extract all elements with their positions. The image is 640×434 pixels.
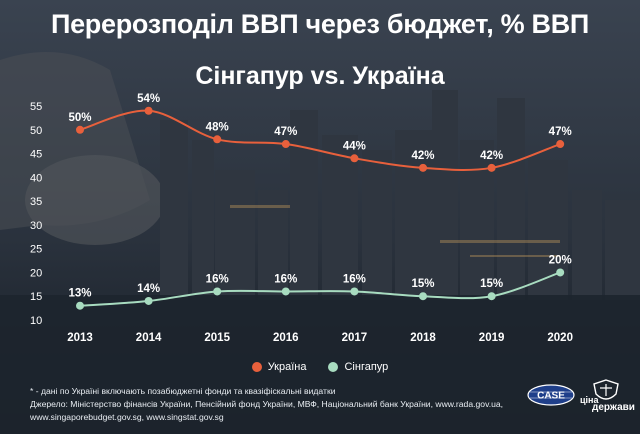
data-label: 13% [68,288,91,300]
data-label: 14% [137,283,160,295]
cina-logo-line-1: ціна [580,395,599,405]
data-point [76,125,84,134]
y-tick-label: 55 [30,101,42,113]
data-label: 16% [206,273,229,285]
legend-label-singapore: Сінгапур [344,361,389,373]
x-tick-label: 2020 [547,332,573,344]
data-label: 54% [137,93,160,105]
y-tick-label: 30 [30,220,42,232]
x-tick-label: 2019 [479,332,505,344]
data-point [144,106,153,115]
cina-logo-line-2: держави [592,402,635,413]
y-tick-label: 50 [30,125,42,137]
x-tick-label: 2017 [342,332,368,344]
legend-item-ukraine: Україна [251,361,307,373]
data-label: 16% [343,273,366,285]
case-logo: CASE [527,384,575,406]
y-tick-label: 15 [30,291,42,303]
data-point [281,287,290,296]
x-tick-label: 2013 [67,332,93,344]
data-label: 15% [480,278,503,290]
data-point [281,140,290,149]
series-line-0 [79,109,561,171]
legend-swatch-singapore [328,362,339,372]
data-point [76,301,84,310]
x-tick-label: 2015 [204,332,230,344]
data-point [350,287,359,296]
y-tick-label: 20 [30,267,42,279]
data-point [556,140,565,149]
legend-label-ukraine: Україна [267,361,307,373]
data-point [144,296,153,305]
cina-derzhavy-logo: ціна держави [578,378,636,414]
x-tick-label: 2014 [136,332,162,344]
chart-legend: Україна Сінгапур [0,361,640,373]
series-line-1 [79,271,561,307]
y-tick-label: 25 [30,244,42,256]
y-tick-label: 45 [30,149,42,161]
shield-icon [593,379,619,400]
data-point [487,292,496,301]
legend-swatch-ukraine [251,362,262,372]
data-point [213,287,222,296]
y-tick-label: 35 [30,196,42,208]
data-label: 20% [549,254,572,266]
chart-title: Перерозподіл ВВП через бюджет, % ВВП [50,9,590,39]
data-label: 47% [274,126,297,138]
source-footnote: * - дані по Україні включають позабюджет… [30,385,530,424]
y-tick-label: 40 [30,172,42,184]
data-label: 48% [206,121,229,133]
data-point [419,292,427,301]
data-point [487,163,496,172]
data-label: 42% [411,150,434,162]
footnote-line-1: * - дані по Україні включають позабюджет… [30,386,336,396]
data-point [419,163,427,172]
x-tick-label: 2018 [410,332,436,344]
chart-subtitle: Сінгапур vs. Україна [195,62,445,90]
data-point [213,135,222,144]
data-label: 15% [411,278,434,290]
x-tick-label: 2016 [273,332,299,344]
footnote-line-3: www.singaporebudget.gov.sg, www.singstat… [30,412,224,422]
data-label: 44% [343,140,366,152]
data-label: 42% [480,150,503,162]
data-point [556,268,565,277]
data-label: 47% [549,126,572,138]
y-tick-label: 10 [30,315,42,327]
data-point [350,154,359,163]
data-label: 16% [274,273,297,285]
case-logo-text: CASE [537,391,565,402]
data-label: 50% [68,112,91,124]
legend-item-singapore: Сінгапур [328,361,388,373]
footnote-line-2: Джерело: Міністерство фінансів України, … [30,399,504,409]
